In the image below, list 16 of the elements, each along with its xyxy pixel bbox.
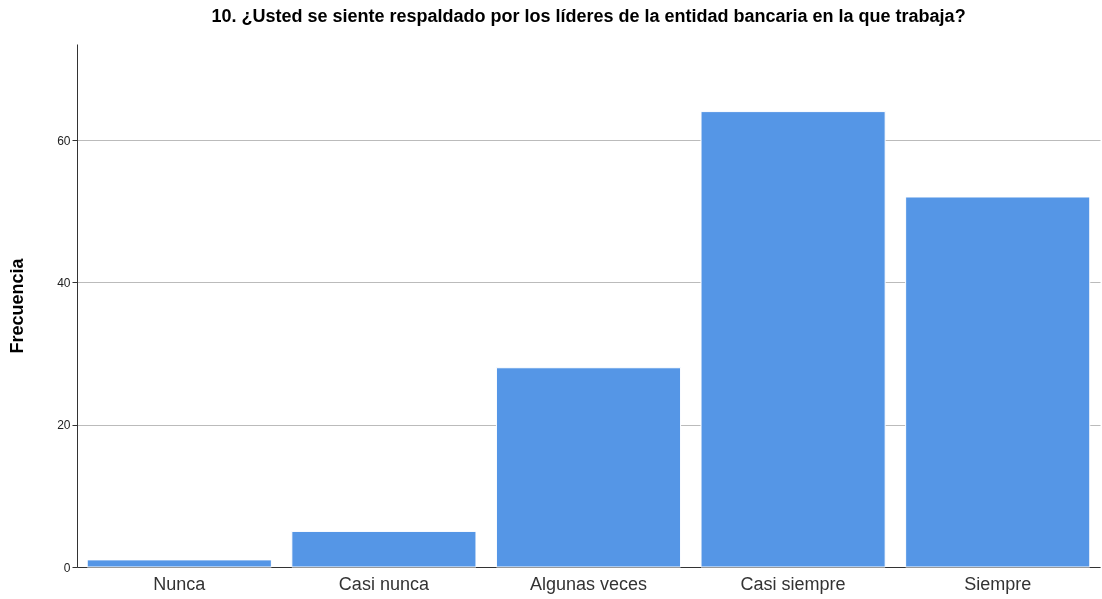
x-tick-label: Nunca <box>153 573 207 594</box>
bar <box>86 559 272 568</box>
bar <box>495 367 682 568</box>
y-tick-label: 60 <box>57 133 71 148</box>
x-tick-label: Siempre <box>964 573 1032 594</box>
y-tick-label: 40 <box>57 275 71 290</box>
chart-title: 10. ¿Usted se siente respaldado por los líderes de la entidad bancaria en la que trabaja? <box>211 6 966 26</box>
x-tick-label: Algunas veces <box>529 573 648 594</box>
y-axis-title: Frecuencia <box>7 257 28 354</box>
y-tick-label: 0 <box>63 560 71 575</box>
bar <box>700 111 886 568</box>
bar <box>905 196 1091 568</box>
x-tick-label: Casi nunca <box>338 573 430 594</box>
x-tick-label: Casi siempre <box>740 573 846 594</box>
y-tick-label: 20 <box>57 418 71 433</box>
bar <box>291 530 477 568</box>
